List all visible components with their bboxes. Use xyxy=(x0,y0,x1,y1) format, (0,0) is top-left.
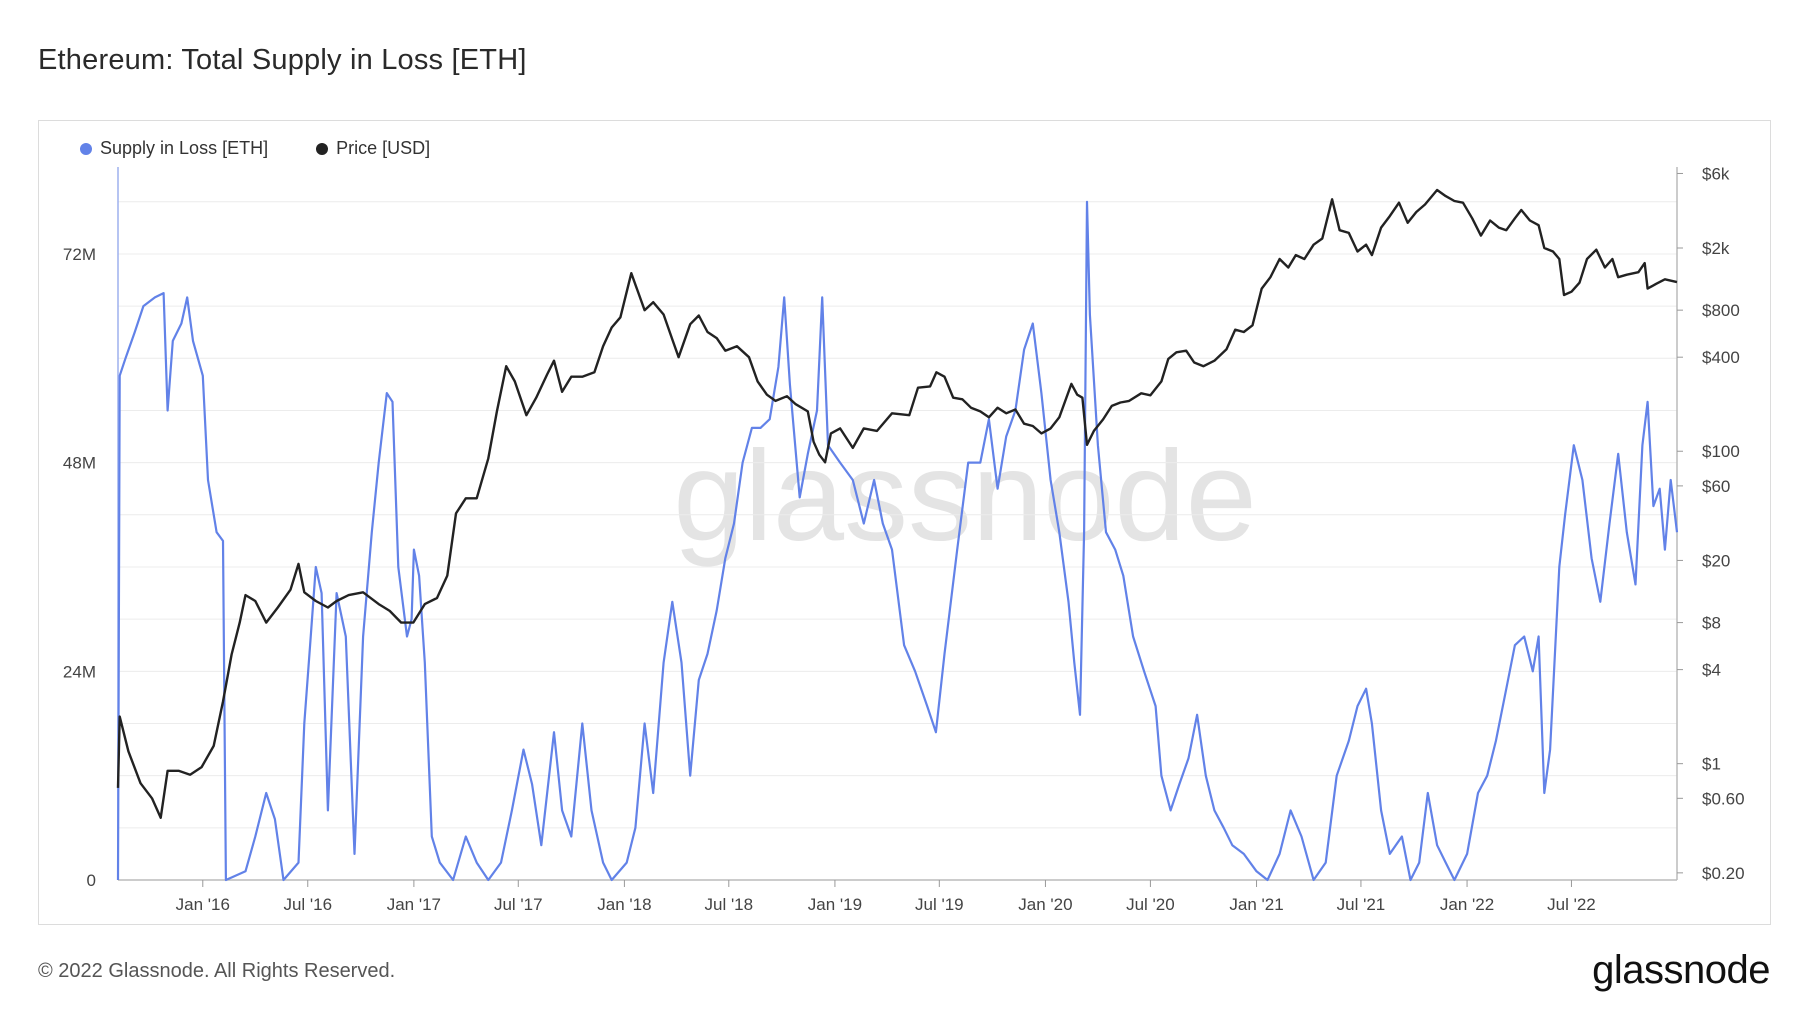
x-tick-label: Jan '18 xyxy=(597,895,651,914)
chart-title: Ethereum: Total Supply in Loss [ETH] xyxy=(38,44,527,76)
x-tick-label: Jul '22 xyxy=(1547,895,1596,914)
x-tick-label: Jan '19 xyxy=(808,895,862,914)
y-right-tick-label: $0.60 xyxy=(1702,789,1745,808)
y-right-tick-label: $100 xyxy=(1702,442,1740,461)
series-supply-in-loss-line xyxy=(116,200,1679,882)
x-tick-label: Jan '16 xyxy=(176,895,230,914)
y-left-tick-label: 0 xyxy=(87,871,96,890)
y-right-tick-label: $0.20 xyxy=(1702,864,1745,883)
legend-dot-price-icon xyxy=(316,142,329,155)
legend-label-price: Price [USD] xyxy=(336,138,431,158)
y-left-tick-label: 72M xyxy=(63,245,96,264)
y-left-tick-label: 24M xyxy=(63,662,96,681)
x-tick-label: Jan '20 xyxy=(1018,895,1072,914)
glassnode-logo[interactable]: glassnode xyxy=(1592,948,1770,992)
y-right-tick-label: $400 xyxy=(1702,348,1740,367)
y-right-tick-label: $20 xyxy=(1702,551,1730,570)
legend-label-supply: Supply in Loss [ETH] xyxy=(100,138,269,158)
x-tick-label: Jan '17 xyxy=(387,895,441,914)
x-tick-label: Jul '17 xyxy=(494,895,543,914)
chart-frame xyxy=(38,120,1771,925)
y-right-tick-label: $4 xyxy=(1702,661,1721,680)
grid-lines xyxy=(118,201,1677,881)
y-left-axis-ticks: 0 24M 48M 72M xyxy=(63,245,96,890)
x-tick-label: Jul '18 xyxy=(704,895,753,914)
y-right-tick-label: $6k xyxy=(1702,164,1730,183)
y-right-tick-label: $800 xyxy=(1702,301,1740,320)
legend-item-price[interactable]: Price [USD] xyxy=(316,138,430,159)
y-right-tick-label: $2k xyxy=(1702,239,1730,258)
x-axis-ticks: Jan '16 Jul '16 Jan '17 Jul '17 Jan '18 Jul '… xyxy=(176,880,1596,914)
x-tick-label: Jan '22 xyxy=(1440,895,1494,914)
x-tick-label: Jul '16 xyxy=(283,895,332,914)
y-right-tick-label: $8 xyxy=(1702,614,1721,633)
chart-legend: Supply in Loss [ETH] Price [USD] xyxy=(80,138,430,159)
y-left-tick-label: 48M xyxy=(63,454,96,473)
x-tick-label: Jul '20 xyxy=(1126,895,1175,914)
copyright-footer: © 2022 Glassnode. All Rights Reserved. xyxy=(38,960,396,982)
x-tick-label: Jan '21 xyxy=(1229,895,1283,914)
x-tick-label: Jul '19 xyxy=(915,895,964,914)
x-tick-label: Jul '21 xyxy=(1337,895,1386,914)
y-right-axis-ticks: $0.20 $0.60 $1 $4 $8 $20 $60 $100 $400 $800 $2k $6k xyxy=(1677,164,1745,883)
series-price-line xyxy=(116,188,1678,819)
legend-item-supply[interactable]: Supply in Loss [ETH] xyxy=(80,138,268,159)
y-right-tick-label: $60 xyxy=(1702,477,1730,496)
legend-dot-supply-icon xyxy=(80,142,92,155)
y-right-tick-label: $1 xyxy=(1702,755,1721,774)
